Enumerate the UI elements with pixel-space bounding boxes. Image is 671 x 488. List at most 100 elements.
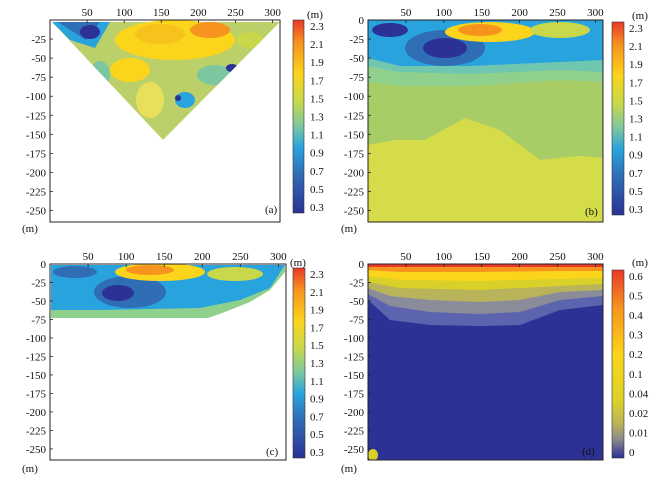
- panel-a-y-tick-label: -125: [26, 110, 47, 122]
- panel-a-mask-left: [51, 21, 163, 221]
- panel-b-label: (b): [585, 206, 598, 218]
- panel-c-colorbar: [292, 267, 306, 459]
- panel-b: 50 100 150 200 250 300 0 -25 -50 -75 -100 -125 -150 -…: [341, 7, 648, 235]
- panel-c-colorbar-label: 0.9: [310, 394, 324, 406]
- panel-a: 50 100 150 200 250 300 -25 -50 -75 -100 -125 -150 -1…: [22, 7, 324, 235]
- panel-d-x-tick-label: 200: [511, 251, 528, 263]
- panel-a-y-tick-label: -25: [31, 34, 46, 46]
- panel-b-x-tick-label: 300: [587, 7, 604, 19]
- panel-c-colorbar-unit: (m): [290, 257, 306, 269]
- panel-d-colorbar-label: 0.5: [629, 291, 643, 303]
- panel-b-y-tick-label: -225: [344, 187, 365, 199]
- panel-c-x-tick-label: 200: [194, 251, 211, 263]
- panel-a-y-tick-label: -75: [31, 72, 46, 84]
- panel-a-colorbar-label: 2.1: [310, 39, 324, 51]
- panel-a-colorbar-label: 0.5: [310, 184, 324, 196]
- panel-a-colorbar-label: 0.9: [310, 148, 324, 160]
- panel-d-x-tick-label: 100: [436, 251, 453, 263]
- panel-a-label: (a): [265, 204, 278, 216]
- panel-a-x-tick-label: 300: [264, 7, 281, 19]
- panel-c-label: (c): [266, 446, 279, 458]
- panel-c-colorbar-label: 1.5: [310, 340, 324, 352]
- panel-a-y-tick-label: -225: [26, 187, 47, 199]
- panel-c-colorbar-label: 2.3: [310, 269, 324, 281]
- panel-c-y-tick-label: -50: [31, 296, 46, 308]
- panel-b-colorbar-label: 1.1: [629, 132, 643, 144]
- panel-b-x-tick-label: 100: [436, 7, 453, 19]
- panel-a-y-tick-label: -175: [26, 148, 47, 160]
- panel-d-x-tick-label: 150: [473, 251, 490, 263]
- panel-d-colorbar-label: 0.1: [629, 369, 643, 381]
- panel-b-y-tick-label: -200: [344, 167, 365, 179]
- panel-c-y-tick-label: -75: [31, 314, 46, 326]
- panel-c-x-tick-label: 250: [232, 251, 249, 263]
- panel-a-colorbar-label: 2.3: [310, 21, 324, 33]
- panel-b-colorbar-label: 0.7: [629, 168, 643, 180]
- panel-d-x-tick-label: 300: [587, 251, 604, 263]
- panel-c-colorbar-label: 1.1: [310, 376, 324, 388]
- panel-a-colorbar-label: 0.3: [310, 202, 324, 214]
- panel-d-y-tick-label: -200: [344, 407, 365, 419]
- panel-b-y-tick-label: 0: [359, 15, 365, 27]
- panel-a-y-tick-label: -250: [26, 206, 47, 218]
- panel-b-colorbar-label: 1.9: [629, 59, 643, 71]
- panel-a-heatmap: [52, 20, 280, 140]
- panel-d-colorbar-label: 0: [629, 447, 635, 459]
- panel-b-x-tick-label: 200: [511, 7, 528, 19]
- panel-b-y-tick-label: -50: [349, 53, 364, 65]
- panel-b-heatmap: [368, 20, 603, 160]
- panel-b-y-tick-label: -150: [344, 129, 365, 141]
- panel-b-y-tick-label: -250: [344, 206, 365, 218]
- panel-d-y-tick-label: -50: [349, 296, 364, 308]
- panel-c-colorbar-label: 1.3: [310, 358, 324, 370]
- panel-c-x-tick-label: 50: [83, 251, 95, 263]
- panel-a-colorbar: [292, 19, 305, 214]
- panel-d-y-tick-label: 0: [359, 259, 365, 271]
- panel-c-colorbar-label: 1.9: [310, 305, 324, 317]
- panel-a-colorbar-unit: (m): [307, 9, 323, 21]
- panel-d-y-tick-label: -175: [344, 388, 365, 400]
- panel-b-colorbar-unit: (m): [632, 10, 648, 22]
- panel-a-mask-right: [163, 21, 280, 221]
- panel-a-x-tick-label: 50: [82, 7, 94, 19]
- panel-b-y-tick-label: -75: [349, 72, 364, 84]
- panel-d-colorbar-label: 0.04: [629, 388, 649, 400]
- panel-a-x-tick-label: 250: [227, 7, 244, 19]
- panel-b-x-tick-label: 150: [473, 7, 490, 19]
- panel-b-colorbar-label: 1.7: [629, 77, 643, 89]
- panel-b-colorbar-label: 2.3: [629, 23, 643, 35]
- panel-a-y-tick-label: -150: [26, 129, 47, 141]
- panel-d-y-tick-label: -25: [349, 277, 364, 289]
- panel-b-colorbar-label: 1.5: [629, 95, 643, 107]
- panel-c-y-tick-label: -200: [26, 407, 47, 419]
- panel-d-y-tick-label: -75: [349, 314, 364, 326]
- panel-a-x-tick-label: 100: [116, 7, 133, 19]
- panel-d-x-tick-label: 250: [549, 251, 566, 263]
- panel-c-y-tick-label: -150: [26, 370, 47, 382]
- panel-b-y-tick-label: -25: [349, 34, 364, 46]
- panel-a-colorbar-label: 1.9: [310, 57, 324, 69]
- panel-a-y-tick-label: -200: [26, 167, 47, 179]
- panel-b-colorbar-label: 0.3: [629, 204, 643, 216]
- panel-d-y-tick-label: -100: [344, 333, 365, 345]
- panel-c-y-tick-label: -175: [26, 388, 47, 400]
- panel-d-y-tick-label: -150: [344, 370, 365, 382]
- panel-c-heatmap: [51, 264, 285, 318]
- panel-d-colorbar-unit: (m): [632, 257, 648, 269]
- panel-d-colorbar-label: 0.6: [629, 271, 643, 283]
- panel-a-y-tick-label: -100: [26, 91, 47, 103]
- panel-a-x-tick-label: 150: [153, 7, 170, 19]
- panel-d-y-tick-label: -125: [344, 351, 365, 363]
- panel-b-y-tick-label: -100: [344, 91, 365, 103]
- panel-c-y-tick-label: -250: [26, 444, 47, 456]
- panel-b-colorbar-label: 0.9: [629, 150, 643, 162]
- panel-b-colorbar-label: 2.1: [629, 41, 643, 53]
- panel-b-colorbar: [611, 21, 625, 216]
- panel-c-x-tick-label: 150: [156, 251, 173, 263]
- panel-a-colorbar-label: 0.7: [310, 166, 324, 178]
- panel-c-colorbar-label: 1.7: [310, 322, 324, 334]
- panel-c-x-tick-label: 300: [270, 251, 287, 263]
- panel-d-colorbar-label: 0.4: [629, 310, 643, 322]
- panel-d-colorbar-label: 0.3: [629, 330, 643, 342]
